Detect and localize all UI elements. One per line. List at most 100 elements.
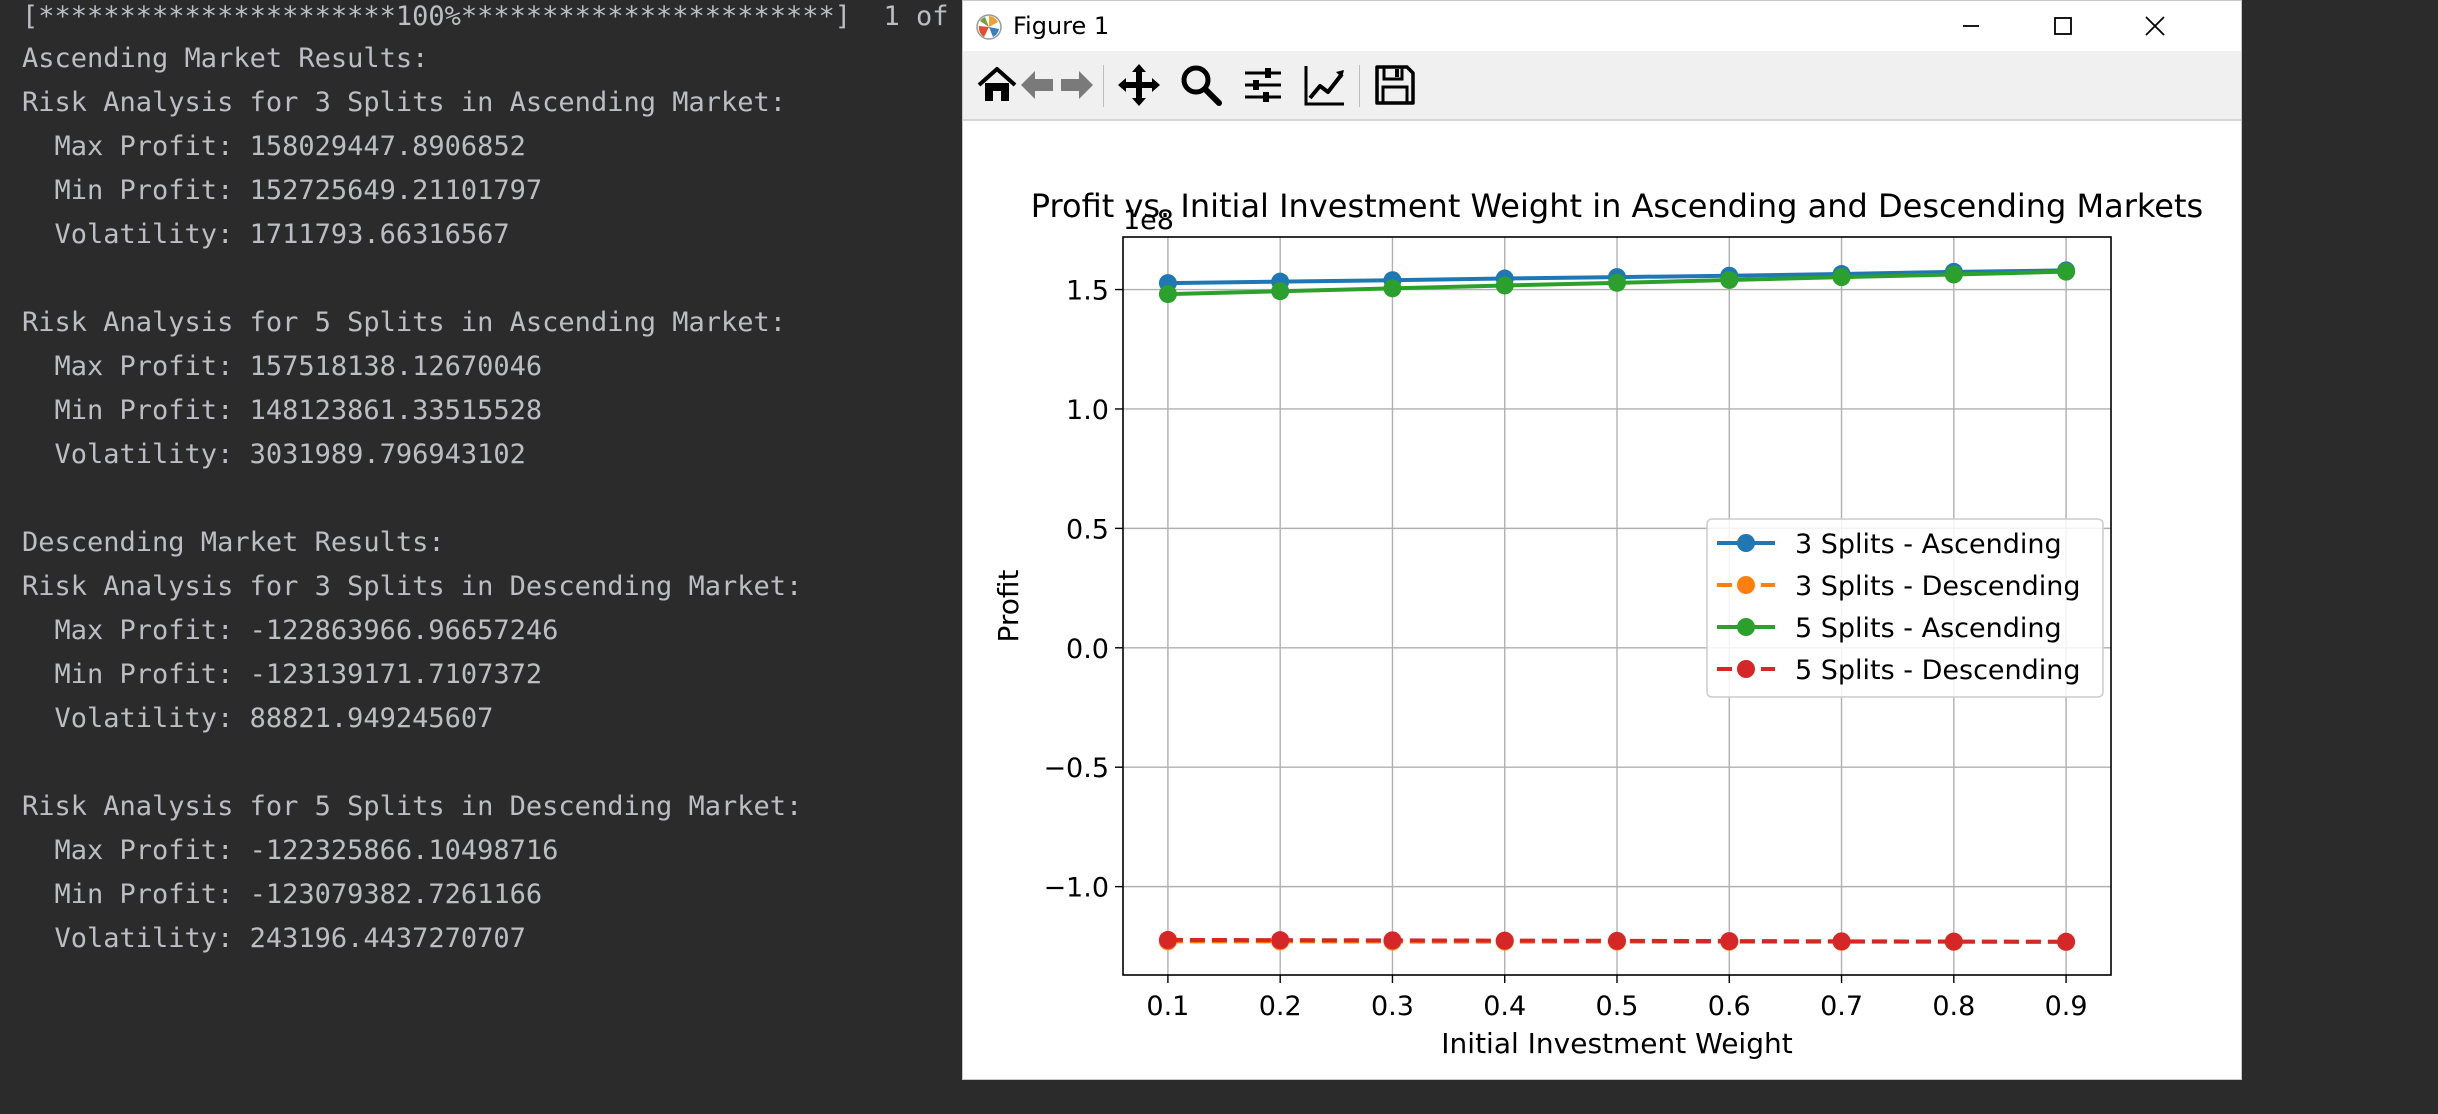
maximize-button[interactable] <box>2017 1 2109 51</box>
data-point <box>1383 279 1402 298</box>
edit-axis-button[interactable] <box>1299 59 1351 111</box>
legend-label: 3 Splits - Descending <box>1795 571 2081 602</box>
terminal-lines: Ascending Market Results: Risk Analysis f… <box>22 37 802 961</box>
toolbar-separator <box>1103 65 1104 107</box>
x-tick-label: 0.4 <box>1483 991 1526 1022</box>
minimize-button[interactable] <box>1925 1 2017 51</box>
terminal-line: Ascending Market Results: <box>22 43 429 74</box>
y-tick-label: −1.0 <box>1043 873 1109 904</box>
x-tick-label: 0.3 <box>1371 991 1414 1022</box>
y-axis-label: Profit <box>992 569 1025 642</box>
pan-button[interactable] <box>1113 59 1165 111</box>
terminal-line: Risk Analysis for 5 Splits in Descending… <box>22 791 803 822</box>
x-tick-label: 0.5 <box>1596 991 1639 1022</box>
terminal-line: Min Profit: -123139171.7107372 <box>22 659 543 690</box>
legend-box <box>1706 518 2104 698</box>
forward-button[interactable] <box>1051 59 1103 111</box>
terminal-line: Volatility: 1711793.66316567 <box>22 219 510 250</box>
maximize-icon <box>2054 17 2072 35</box>
matplotlib-logo-icon <box>976 14 1002 40</box>
plot-canvas[interactable]: 0.1 0.2 0.3 0.4 0.5 0.6 0.7 0.8 0.9 1.5 1.0 0.5 0.0 −… <box>963 121 2241 1079</box>
y-tick-label: −0.5 <box>1043 753 1109 784</box>
navigation-toolbar <box>963 51 2241 121</box>
legend-marker <box>1737 534 1755 552</box>
terminal-line: Min Profit: -123079382.7261166 <box>22 879 543 910</box>
zoom-icon <box>1181 65 1222 106</box>
data-point <box>1271 931 1290 950</box>
data-point <box>1495 931 1514 950</box>
close-button[interactable] <box>2109 1 2201 51</box>
configure-subplots-button[interactable] <box>1237 59 1289 111</box>
terminal-line: Risk Analysis for 5 Splits in Ascending … <box>22 307 787 338</box>
terminal-line: Max Profit: 158029447.8906852 <box>22 131 526 162</box>
terminal-line: Volatility: 243196.4437270707 <box>22 923 526 954</box>
configure-subplots-icon <box>1245 68 1281 102</box>
toolbar-separator <box>1359 65 1360 107</box>
figure-window: Figure 1 <box>962 0 2242 1080</box>
home-button[interactable] <box>971 59 1023 111</box>
terminal-line: Risk Analysis for 3 Splits in Ascending … <box>22 87 787 118</box>
data-point <box>1158 930 1177 949</box>
y-tick-label: 0.0 <box>1066 634 1109 665</box>
x-tick-label: 0.1 <box>1146 991 1189 1022</box>
terminal-line: Volatility: 3031989.796943102 <box>22 439 526 470</box>
data-point <box>1158 285 1177 304</box>
data-point <box>1495 276 1514 295</box>
terminal-line: Risk Analysis for 3 Splits in Descending… <box>22 571 803 602</box>
legend-marker <box>1737 618 1755 636</box>
data-point <box>1720 932 1739 951</box>
window-title: Figure 1 <box>1013 12 1110 40</box>
forward-arrow-icon <box>1061 71 1093 99</box>
back-button[interactable] <box>1011 59 1063 111</box>
x-tick-label: 0.6 <box>1708 991 1751 1022</box>
save-icon <box>1375 65 1415 105</box>
tick-layer: 0.1 0.2 0.3 0.4 0.5 0.6 0.7 0.8 0.9 1.5 1.0 0.5 0.0 −… <box>1043 276 2087 1022</box>
minimize-icon <box>1963 25 1979 27</box>
home-icon <box>977 67 1017 101</box>
data-point <box>2057 932 2076 951</box>
terminal-line <box>22 257 802 301</box>
save-button[interactable] <box>1369 59 1421 111</box>
terminal-output: [**********************100%*************… <box>0 0 981 1114</box>
data-point <box>1832 932 1851 951</box>
x-axis-label: Initial Investment Weight <box>1441 1027 1792 1060</box>
legend-label: 5 Splits - Descending <box>1795 655 2081 686</box>
data-point <box>1720 270 1739 289</box>
series-layer <box>1158 261 2076 951</box>
back-arrow-icon <box>1021 71 1053 99</box>
data-point <box>1271 282 1290 301</box>
data-point <box>1383 931 1402 950</box>
x-tick-label: 0.2 <box>1259 991 1302 1022</box>
edit-axis-icon <box>1304 66 1344 106</box>
terminal-line: Min Profit: 148123861.33515528 <box>22 395 543 426</box>
title-bar[interactable]: Figure 1 <box>963 1 2241 51</box>
terminal-line: Descending Market Results: <box>22 527 445 558</box>
y-tick-label: 0.5 <box>1066 514 1109 545</box>
x-tick-label: 0.8 <box>1932 991 1975 1022</box>
line-chart: 0.1 0.2 0.3 0.4 0.5 0.6 0.7 0.8 0.9 1.5 1.0 0.5 0.0 −… <box>992 187 2203 1060</box>
terminal-line: Min Profit: 152725649.21101797 <box>22 175 543 206</box>
data-point <box>1608 273 1626 292</box>
legend-label: 3 Splits - Ascending <box>1795 529 2062 560</box>
y-axis-offset-text: 1e8 <box>1123 205 1174 236</box>
chart-title: Profit vs. Initial Investment Weight in … <box>1031 187 2203 225</box>
terminal-line: Max Profit: 157518138.12670046 <box>22 351 543 382</box>
progress-line: [**********************100%*************… <box>22 1 982 32</box>
data-point <box>1832 268 1851 287</box>
terminal-line <box>22 477 802 521</box>
legend-label: 5 Splits - Ascending <box>1795 613 2062 644</box>
terminal-line: Volatility: 88821.949245607 <box>22 703 494 734</box>
terminal-line: Max Profit: -122863966.96657246 <box>22 615 559 646</box>
zoom-button[interactable] <box>1175 59 1227 111</box>
terminal-line <box>22 741 802 785</box>
legend-marker <box>1737 660 1755 678</box>
pan-icon <box>1118 64 1160 106</box>
y-tick-label: 1.0 <box>1066 395 1109 426</box>
x-tick-label: 0.7 <box>1820 991 1863 1022</box>
legend-marker <box>1737 576 1755 594</box>
y-tick-label: 1.5 <box>1066 276 1109 307</box>
x-tick-label: 0.9 <box>2045 991 2088 1022</box>
terminal-line: Max Profit: -122325866.10498716 <box>22 835 559 866</box>
data-point <box>1944 265 1963 284</box>
close-icon <box>2145 16 2165 36</box>
